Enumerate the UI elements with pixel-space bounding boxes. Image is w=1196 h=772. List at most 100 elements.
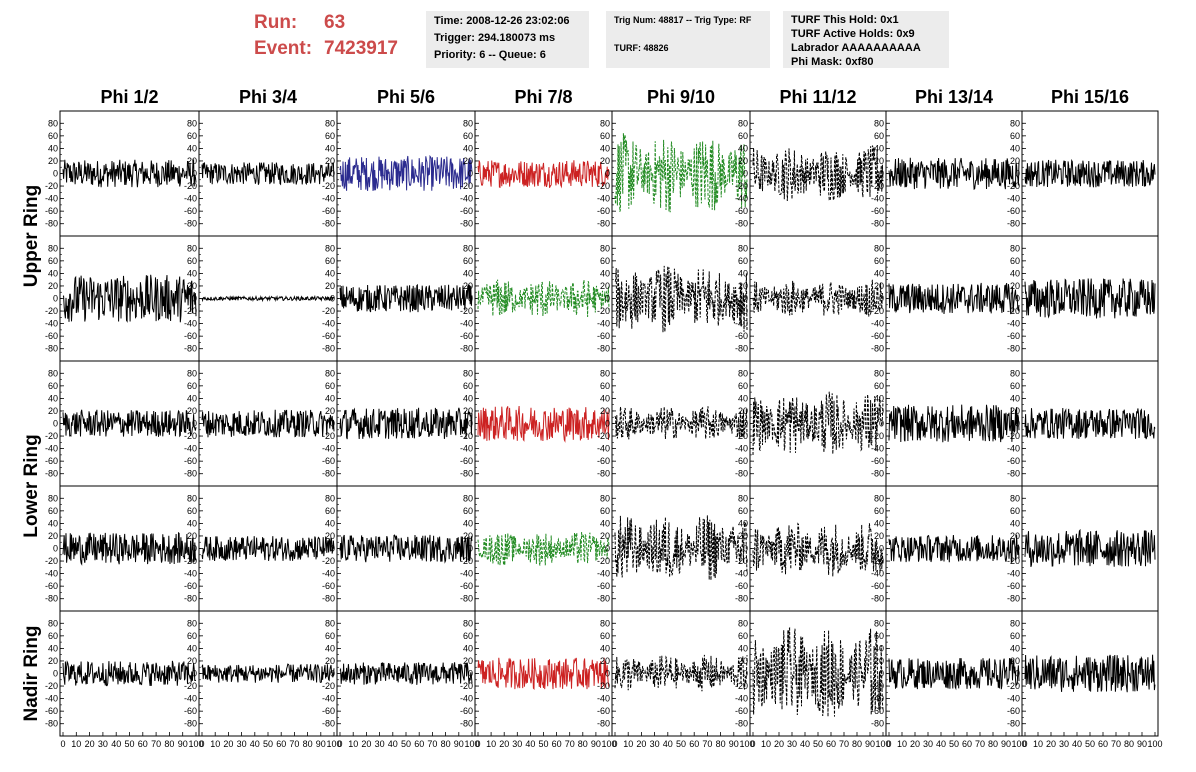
y-tick-label: -40	[322, 694, 335, 704]
y-tick-label: -60	[184, 581, 197, 591]
y-tick-label: 60	[600, 256, 610, 266]
waveform-panel: 80 60 40 20 0 -20 -40 -60 -80	[1007, 360, 1159, 487]
y-tick-label: 20	[325, 531, 335, 541]
phi-column-label: Phi 11/12	[779, 87, 856, 107]
x-tick-label: 20	[223, 739, 233, 749]
x-tick-label: 90	[1001, 739, 1011, 749]
x-tick-label: 30	[1059, 739, 1069, 749]
y-tick-label: -40	[460, 319, 473, 329]
y-tick-label: -60	[871, 206, 884, 216]
waveform-panel: 80 60 40 20 0 -20 -40 -60 -80	[735, 110, 887, 237]
waveform-line	[477, 279, 610, 318]
y-tick-label: -60	[735, 581, 748, 591]
phi-mask-line: Phi Mask: 0xf80	[791, 56, 874, 68]
y-tick-label: 0	[605, 544, 610, 554]
y-tick-label: 40	[325, 518, 335, 528]
y-tick-label: 20	[738, 531, 748, 541]
y-tick-label: 40	[600, 393, 610, 403]
x-tick-label: 10	[210, 739, 220, 749]
panel-frame	[336, 610, 476, 737]
y-tick-label: 60	[48, 381, 58, 391]
y-tick-label: -80	[45, 719, 58, 729]
waveform-line	[339, 407, 473, 440]
y-tick-label: 20	[738, 281, 748, 291]
y-tick-label: 80	[738, 493, 748, 503]
y-tick-label: 0	[605, 169, 610, 179]
y-tick-label: -60	[460, 581, 473, 591]
phi-column-label: Phi 15/16	[1051, 87, 1129, 107]
y-tick-label: 60	[187, 631, 197, 641]
y-tick-label: -40	[45, 569, 58, 579]
priority-line: Priority: 6 -- Queue: 6	[434, 49, 546, 61]
y-tick-label: 40	[325, 268, 335, 278]
y-tick-label: 80	[874, 618, 884, 628]
y-tick-label: 40	[1010, 393, 1020, 403]
y-tick-label: -40	[871, 194, 884, 204]
y-tick-label: -20	[597, 431, 610, 441]
waveform-panel: 80 60 40 20 0 -20 -40 -60 -80	[871, 235, 1023, 362]
y-tick-label: 20	[48, 656, 58, 666]
waveform-line	[1024, 158, 1156, 188]
y-tick-label: 60	[738, 631, 748, 641]
x-tick-label: 70	[565, 739, 575, 749]
turf-num-line: TURF: 48826	[614, 43, 669, 53]
y-tick-label: -60	[184, 206, 197, 216]
x-tick-label: 90	[316, 739, 326, 749]
y-tick-label: -20	[1007, 431, 1020, 441]
y-tick-label: -60	[460, 706, 473, 716]
y-tick-label: -40	[871, 319, 884, 329]
y-tick-label: -80	[871, 344, 884, 354]
x-tick-label: 0	[612, 739, 617, 749]
y-tick-label: 80	[187, 243, 197, 253]
x-tick-label: 10	[623, 739, 633, 749]
y-tick-label: -20	[735, 181, 748, 191]
y-tick-label: 40	[463, 268, 473, 278]
y-tick-label: 20	[48, 281, 58, 291]
x-tick-label: 60	[276, 739, 286, 749]
y-tick-label: -20	[322, 556, 335, 566]
y-tick-label: 80	[1010, 493, 1020, 503]
x-tick-label: 40	[1072, 739, 1082, 749]
waveform-line	[752, 391, 884, 456]
y-tick-label: 20	[187, 656, 197, 666]
waveform-panel: 80 60 40 20 0 -20 -40 -60 -80	[45, 360, 200, 487]
y-tick-label: -80	[45, 469, 58, 479]
y-tick-label: 20	[463, 406, 473, 416]
y-tick-label: 40	[48, 518, 58, 528]
x-tick-label: 30	[923, 739, 933, 749]
y-tick-label: 80	[463, 243, 473, 253]
x-tick-label: 100	[188, 739, 203, 749]
phi-column-label: Phi 3/4	[239, 87, 297, 107]
y-tick-label: 80	[48, 618, 58, 628]
y-tick-label: -20	[460, 431, 473, 441]
y-tick-label: 60	[600, 381, 610, 391]
y-tick-label: 0	[192, 169, 197, 179]
y-tick-label: -60	[322, 331, 335, 341]
y-tick-label: 40	[600, 268, 610, 278]
y-tick-label: 60	[463, 381, 473, 391]
y-tick-label: -20	[735, 431, 748, 441]
y-tick-label: 60	[1010, 506, 1020, 516]
waveform-line	[888, 658, 1020, 691]
y-tick-label: 0	[1015, 169, 1020, 179]
y-tick-label: 20	[738, 406, 748, 416]
y-tick-label: 0	[1015, 669, 1020, 679]
y-tick-label: -80	[184, 469, 197, 479]
y-tick-label: 60	[874, 131, 884, 141]
y-tick-label: -40	[597, 694, 610, 704]
y-tick-label: 20	[48, 406, 58, 416]
y-tick-label: 60	[738, 256, 748, 266]
y-tick-label: 20	[1010, 531, 1020, 541]
x-tick-label: 60	[1098, 739, 1108, 749]
y-tick-label: 60	[325, 256, 335, 266]
y-tick-label: -80	[322, 469, 335, 479]
y-tick-label: 60	[463, 131, 473, 141]
y-tick-label: -20	[871, 556, 884, 566]
y-tick-label: 60	[463, 506, 473, 516]
waveform-line	[888, 157, 1020, 191]
waveform-panel: 80 60 40 20 0 -20 -40 -60 -80	[460, 235, 613, 362]
y-tick-label: -20	[184, 556, 197, 566]
x-tick-label: 0	[1022, 739, 1027, 749]
x-tick-label: 10	[761, 739, 771, 749]
y-tick-label: -80	[45, 344, 58, 354]
